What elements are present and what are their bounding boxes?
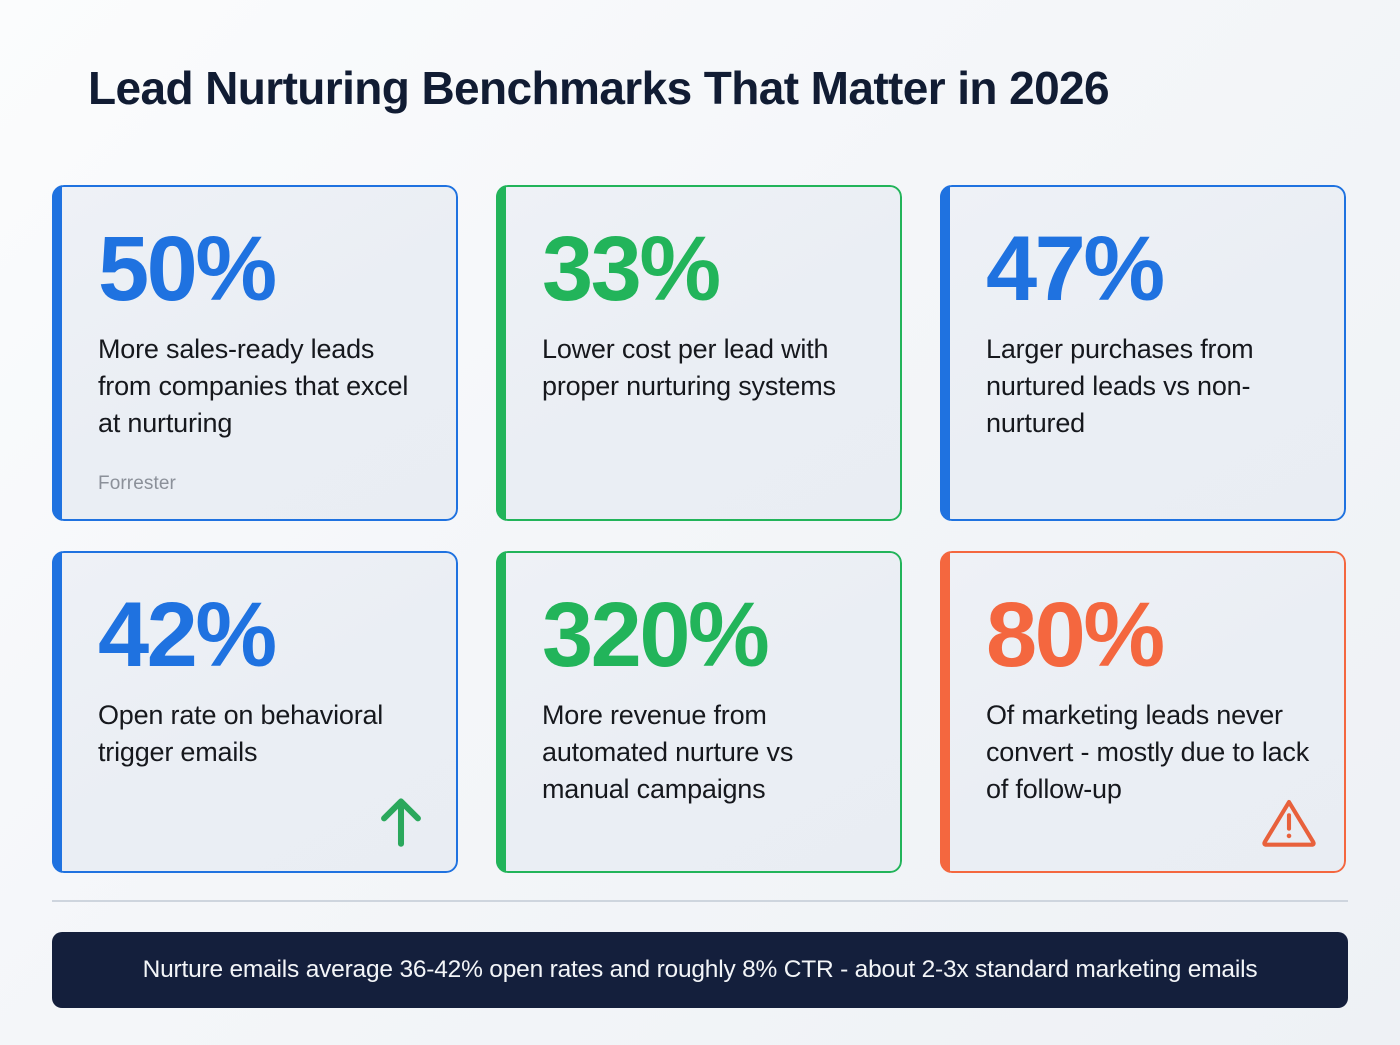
footer-divider (52, 900, 1348, 902)
warning-triangle-icon (1260, 793, 1318, 851)
stat-value: 33% (542, 218, 721, 320)
stats-grid: 50% More sales-ready leads from companie… (52, 185, 1348, 873)
stat-description: More sales-ready leads from companies th… (98, 334, 409, 438)
stat-description: Lower cost per lead with proper nurturin… (542, 334, 836, 401)
stat-card-2: 33% Lower cost per lead with proper nurt… (496, 185, 902, 521)
accent-bar (940, 185, 950, 521)
stat-description: Larger purchases from nurtured leads vs … (986, 334, 1254, 438)
footer-text: Nurture emails average 36-42% open rates… (142, 956, 1258, 983)
stat-card-5: 320% More revenue from automated nurture… (496, 551, 902, 873)
stat-source: Forrester (98, 473, 176, 494)
stat-card-1: 50% More sales-ready leads from companie… (52, 185, 458, 521)
accent-bar (940, 551, 950, 873)
stat-card-6: 80% Of marketing leads never convert - m… (940, 551, 1346, 873)
arrow-up-icon (372, 793, 430, 851)
page-title: Lead Nurturing Benchmarks That Matter in… (88, 62, 1110, 114)
accent-bar (52, 185, 62, 521)
stat-description: More revenue from automated nurture vs m… (542, 700, 794, 804)
stat-value: 47% (986, 218, 1165, 320)
stat-card-3: 47% Larger purchases from nurtured leads… (940, 185, 1346, 521)
footer-banner: Nurture emails average 36-42% open rates… (52, 932, 1348, 1008)
accent-bar (496, 185, 506, 521)
stat-value: 42% (98, 584, 277, 686)
accent-bar (52, 551, 62, 873)
stat-card-4: 42% Open rate on behavioral trigger emai… (52, 551, 458, 873)
stat-description: Open rate on behavioral trigger emails (98, 700, 384, 767)
stat-value: 50% (98, 218, 277, 320)
stat-value: 320% (542, 584, 770, 686)
stat-description: Of marketing leads never convert - mostl… (986, 700, 1310, 804)
accent-bar (496, 551, 506, 873)
stat-value: 80% (986, 584, 1165, 686)
